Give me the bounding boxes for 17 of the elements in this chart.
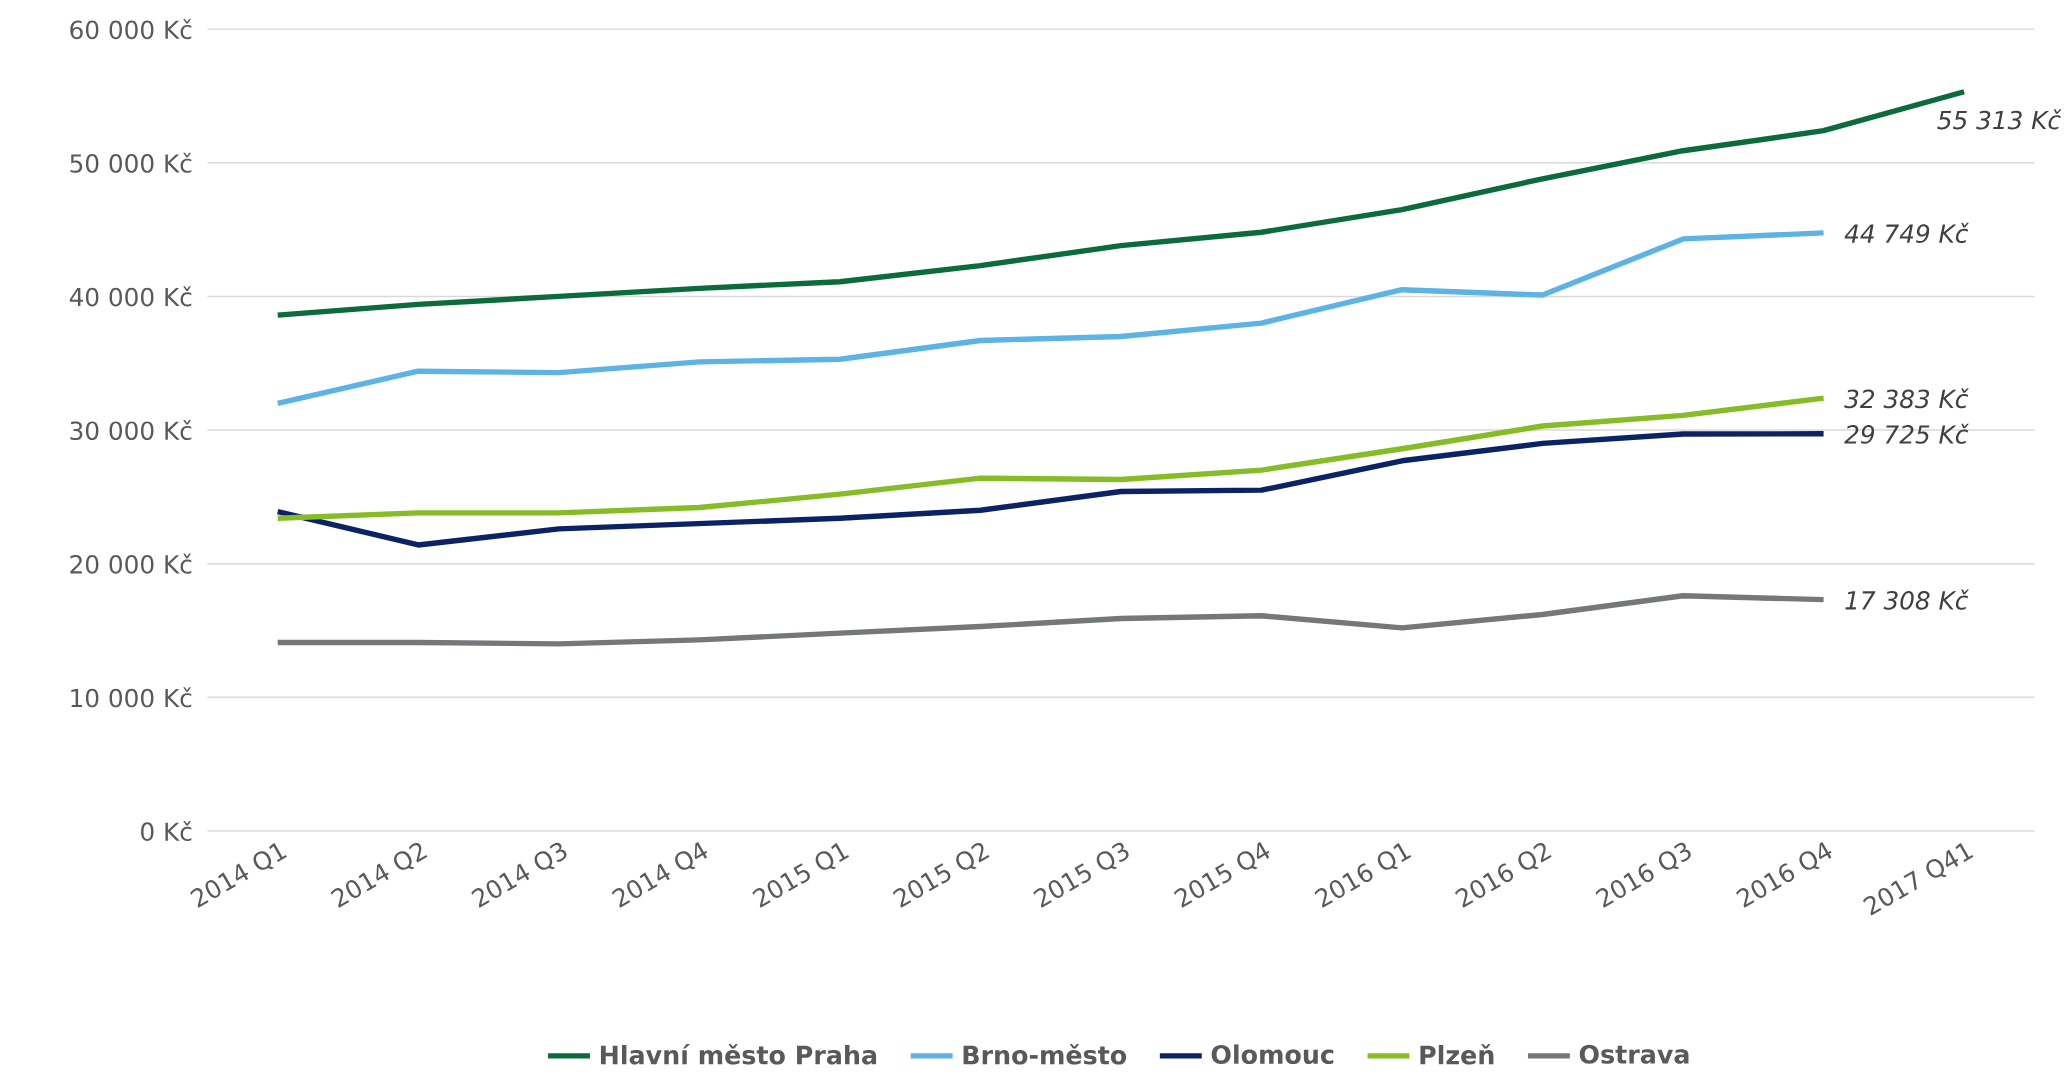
legend-label: Plzeň	[1420, 1044, 1494, 1065]
data-label: 44 749 Kč	[1844, 223, 1969, 244]
y-tick-label: 10 000 Kč	[71, 687, 192, 708]
data-label: 32 383 Kč	[1844, 388, 1969, 409]
legend-label: Ostrava	[1579, 1044, 1689, 1064]
data-label: 55 313 Kč	[1937, 109, 2062, 130]
legend-label: Olomouc	[1211, 1044, 1334, 1065]
y-tick-label: 50 000 Kč	[70, 152, 192, 173]
y-tick-label: 20 000 Kč	[70, 553, 192, 574]
legend-label: Hlavní město Praha	[600, 1044, 877, 1065]
y-tick-label: 40 000 Kč	[69, 286, 192, 307]
data-label: 17 308 Kč	[1845, 589, 1969, 610]
y-tick-label: 60 000 Kč	[70, 19, 192, 40]
legend-label: Brno-město	[963, 1044, 1127, 1065]
data-label: 29 725 Kč	[1844, 423, 1969, 444]
y-tick-label: 30 000 Kč	[70, 420, 192, 441]
y-tick-label: 0 Kč	[141, 821, 192, 842]
